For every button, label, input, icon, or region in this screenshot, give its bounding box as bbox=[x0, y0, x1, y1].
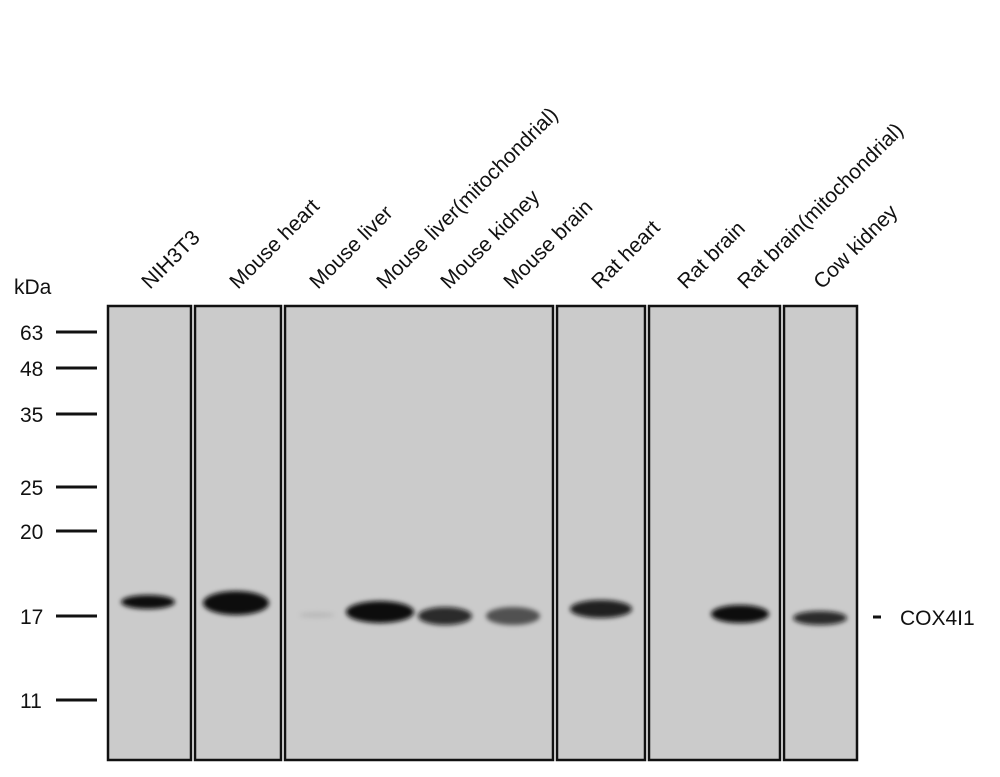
markers: kDa 63 48 35 25 20 17 11 bbox=[14, 276, 97, 713]
band bbox=[570, 600, 632, 618]
bands bbox=[121, 591, 847, 625]
band bbox=[418, 607, 472, 625]
panel bbox=[647, 304, 782, 762]
band-label: COX4I1 bbox=[900, 607, 975, 630]
marker-label: 20 bbox=[20, 521, 43, 544]
panel bbox=[193, 304, 283, 762]
panel bbox=[555, 304, 647, 762]
panel bbox=[106, 304, 193, 762]
marker-label: 48 bbox=[20, 358, 43, 381]
panel bbox=[782, 304, 859, 762]
band bbox=[299, 612, 335, 618]
band bbox=[346, 601, 414, 623]
band bbox=[486, 607, 540, 625]
marker-label: 25 bbox=[20, 477, 43, 500]
marker-label: 35 bbox=[20, 404, 43, 427]
marker-label: 17 bbox=[20, 606, 43, 629]
panels bbox=[106, 304, 859, 762]
band bbox=[711, 605, 769, 623]
band bbox=[793, 611, 847, 625]
marker-unit: kDa bbox=[14, 276, 52, 299]
marker-label: 11 bbox=[20, 690, 42, 713]
lane-label: Rat heart bbox=[587, 216, 664, 293]
band bbox=[203, 591, 269, 615]
marker-label: 63 bbox=[20, 322, 43, 345]
band bbox=[121, 595, 175, 609]
lane-label: NIH3T3 bbox=[137, 226, 204, 293]
panel bbox=[283, 304, 555, 762]
